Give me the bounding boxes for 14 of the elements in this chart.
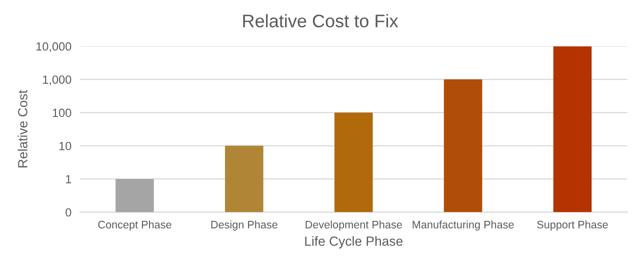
y-tick-label: 10,000 [36, 42, 72, 52]
y-tick-label: 10 [59, 142, 72, 150]
chart-title: Relative Cost to Fix [243, 14, 398, 28]
x-tick-label: Support Phase [537, 220, 608, 231]
x-axis-title: Life Cycle Phase [305, 236, 403, 248]
y-tick-label: 1 [66, 175, 72, 184]
x-tick-label: Development Phase [306, 220, 402, 231]
x-tick-label: Manufacturing Phase [412, 220, 514, 231]
x-tick-label: Concept Phase [98, 220, 172, 231]
y-tick-label: 0 [66, 208, 72, 217]
x-tick-label: Design Phase [211, 220, 278, 231]
y-tick-label: 1,000 [43, 75, 72, 86]
y-axis-title: Relative Cost [18, 90, 28, 168]
y-tick-label: 100 [52, 108, 72, 117]
